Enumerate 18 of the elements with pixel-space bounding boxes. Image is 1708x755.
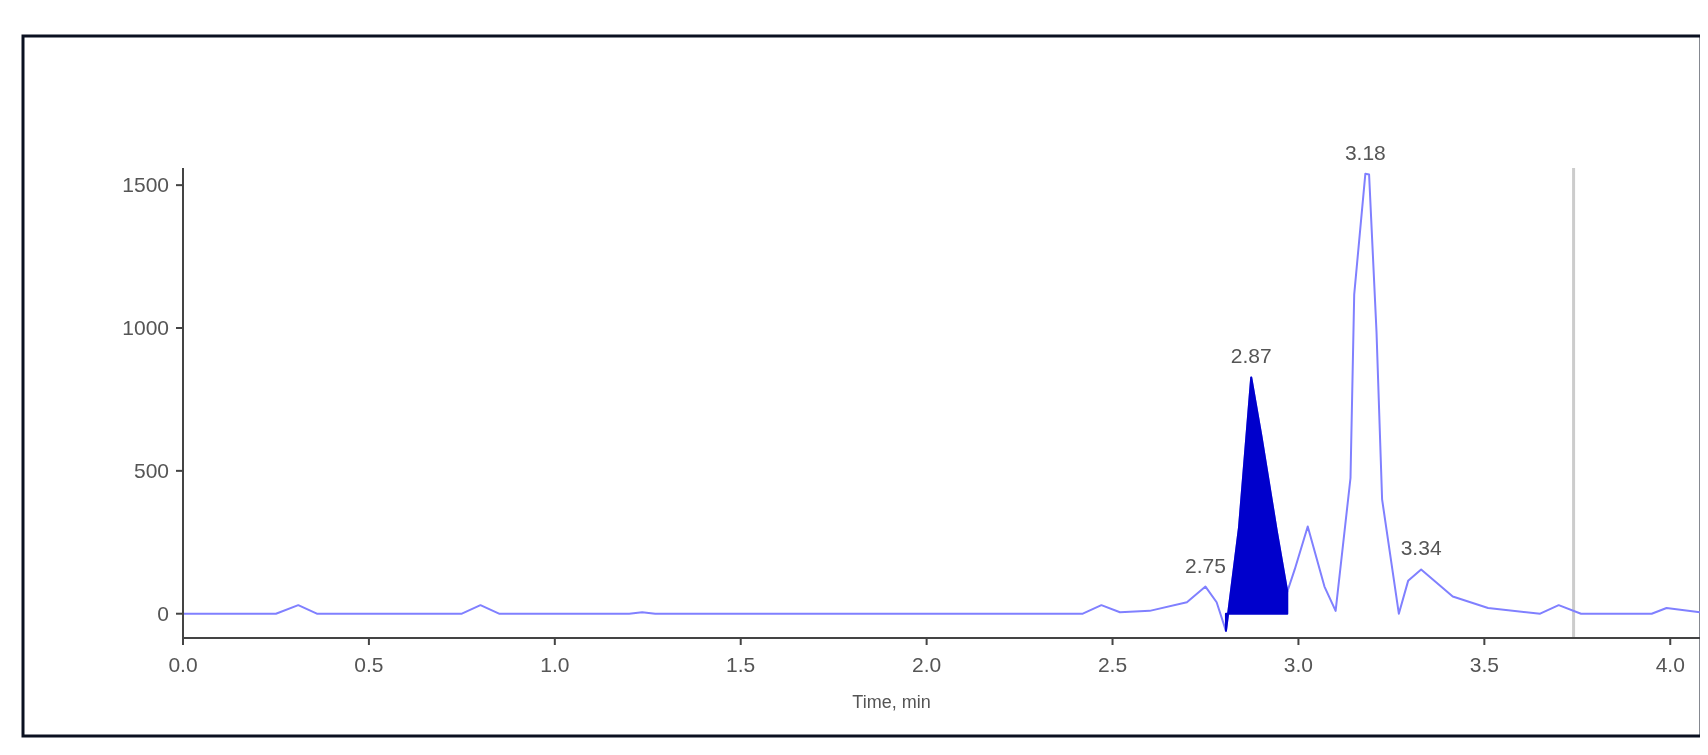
x-tick-label: 1.5	[726, 653, 756, 676]
x-tick-label: 2.5	[1097, 653, 1128, 676]
y-tick-label: 1500	[122, 173, 169, 197]
annotation: 2.75	[1185, 553, 1226, 577]
y-tick-label: 0	[157, 602, 169, 626]
x-tick-label: 0.0	[168, 653, 198, 676]
y-tick-label: 1000	[122, 316, 169, 340]
annotation: 2.87	[1230, 344, 1272, 368]
x-tick-label: 4.0	[1655, 653, 1685, 676]
x-axis-title: Time, min	[852, 692, 931, 712]
y-tick-label: 500	[133, 459, 169, 483]
x-tick-label: 2.0	[912, 653, 942, 676]
x-tick-label: 1.0	[540, 653, 570, 676]
annotation: 3.34	[1400, 536, 1442, 560]
annotation: 3.18	[1344, 140, 1386, 164]
x-tick-label: 3.0	[1283, 653, 1314, 676]
x-tick-label: 3.5	[1469, 653, 1499, 676]
x-tick-label: 0.5	[354, 653, 384, 676]
